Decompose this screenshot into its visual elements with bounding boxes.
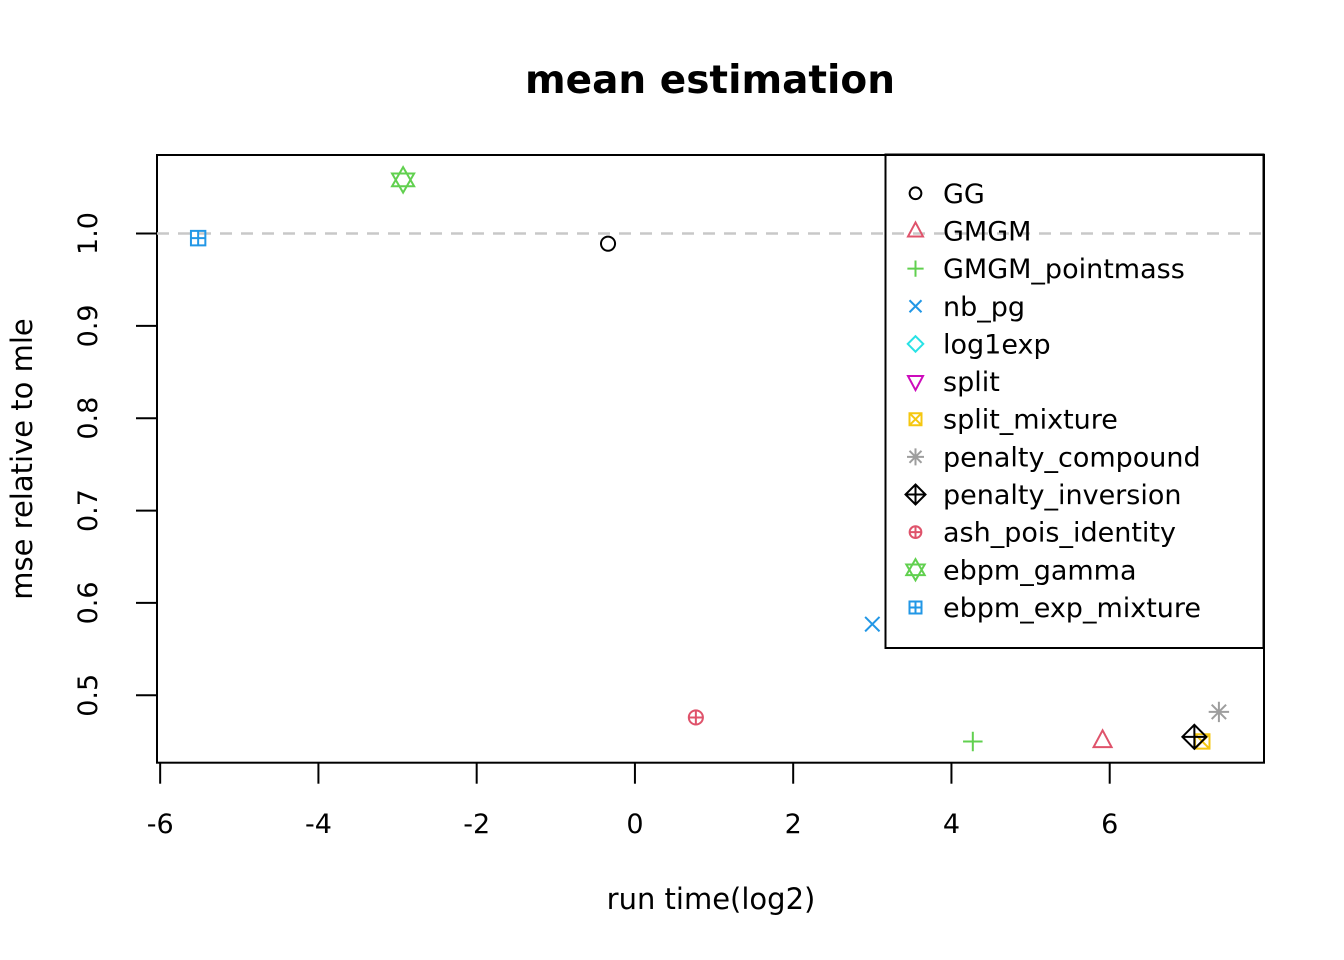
point-ash_pois_identity xyxy=(687,709,704,726)
legend-marker-GG xyxy=(908,186,923,201)
point-penalty_compound-glyph xyxy=(1208,701,1230,723)
point-nb_pg-glyph xyxy=(864,616,881,633)
point-penalty_inversion-glyph xyxy=(1180,723,1208,751)
point-ebpm_exp_mixture xyxy=(189,229,207,247)
y-tick-label: 0.7 xyxy=(73,489,104,532)
point-ebpm_gamma xyxy=(390,165,416,195)
plot-area: -6 -4 -2 0 2 4 6 0.5 0.6 0.7 0.8 0.9 1.0 GG GMGM GMGM_p… xyxy=(73,153,1265,840)
x-tick-label: -4 xyxy=(305,809,332,840)
point-penalty_compound xyxy=(1208,701,1230,723)
legend-label-penalty_compound: penalty_compound xyxy=(943,442,1201,473)
legend-label-ebpm_gamma: ebpm_gamma xyxy=(943,555,1137,586)
legend-label-ebpm_exp_mixture: ebpm_exp_mixture xyxy=(943,593,1201,624)
legend-marker-ebpm_exp_mixture xyxy=(908,600,923,615)
legend-label-split_mixture: split_mixture xyxy=(943,405,1118,436)
legend-label-GMGM: GMGM xyxy=(943,216,1031,247)
legend-marker-split_mixture xyxy=(908,412,923,427)
legend-marker-ebpm_gamma-glyph xyxy=(904,557,927,583)
point-GG-glyph xyxy=(599,235,617,252)
legend-marker-ash_pois_identity xyxy=(908,525,923,540)
point-GMGM_pointmass xyxy=(963,731,983,752)
legend-marker-GMGM xyxy=(906,220,925,238)
legend-marker-log1exp-glyph xyxy=(906,334,925,354)
legend-marker-nb_pg xyxy=(908,299,923,313)
x-tick-label: -6 xyxy=(147,809,174,840)
legend-label-penalty_inversion: penalty_inversion xyxy=(943,480,1181,511)
x-tick-label: 2 xyxy=(785,809,802,840)
y-axis-title: mse relative to mle xyxy=(5,318,39,600)
legend-label-log1exp: log1exp xyxy=(943,329,1051,360)
y-tick-label: 0.8 xyxy=(73,397,104,440)
point-ash_pois_identity-glyph xyxy=(688,710,703,725)
legend-marker-split-glyph xyxy=(906,375,925,393)
legend-label-GG: GG xyxy=(943,179,985,210)
x-tick-label: 6 xyxy=(1101,809,1118,840)
legend-marker-ebpm_exp_mixture-glyph xyxy=(908,600,923,615)
y-tick-label: 0.9 xyxy=(73,304,104,347)
y-tick-label: 0.5 xyxy=(73,674,104,717)
legend-marker-GG-glyph xyxy=(908,186,923,201)
point-ebpm_gamma-glyph xyxy=(390,165,416,195)
point-GMGM xyxy=(1091,728,1114,749)
legend-marker-penalty_inversion xyxy=(904,483,927,506)
legend-marker-GMGM_pointmass-glyph xyxy=(907,260,924,277)
legend-marker-nb_pg-glyph xyxy=(908,299,923,313)
legend-marker-GMGM_pointmass xyxy=(907,260,924,277)
point-penalty_inversion xyxy=(1180,723,1208,751)
legend-label-GMGM_pointmass: GMGM_pointmass xyxy=(943,254,1185,285)
legend-marker-ash_pois_identity-glyph xyxy=(909,526,922,539)
legend-box xyxy=(884,153,1265,649)
point-GMGM-glyph xyxy=(1091,728,1114,749)
x-tick-label: 4 xyxy=(943,809,960,840)
y-tick-label: 1.0 xyxy=(73,212,104,255)
chart-title: mean estimation xyxy=(525,58,895,103)
legend-marker-log1exp xyxy=(906,334,925,354)
point-ebpm_exp_mixture-glyph xyxy=(189,229,207,247)
point-GG xyxy=(599,235,617,252)
legend-label-nb_pg: nb_pg xyxy=(943,292,1025,323)
legend-label-split: split xyxy=(943,367,1000,398)
legend-marker-penalty_compound xyxy=(907,448,924,466)
legend-marker-split xyxy=(906,375,925,393)
legend-marker-penalty_compound-glyph xyxy=(907,448,924,466)
point-nb_pg xyxy=(864,616,881,633)
point-GMGM_pointmass-glyph xyxy=(963,731,983,752)
legend-marker-GMGM-glyph xyxy=(906,220,925,238)
legend-marker-penalty_inversion-glyph xyxy=(904,483,927,506)
legend-marker-ebpm_gamma xyxy=(904,557,927,583)
x-tick-label: 0 xyxy=(626,809,643,840)
legend-marker-split_mixture-glyph xyxy=(908,412,923,427)
x-tick-label: -2 xyxy=(463,809,490,840)
legend-label-ash_pois_identity: ash_pois_identity xyxy=(943,518,1176,549)
x-axis-title: run time(log2) xyxy=(607,882,816,916)
y-tick-label: 0.6 xyxy=(73,581,104,624)
